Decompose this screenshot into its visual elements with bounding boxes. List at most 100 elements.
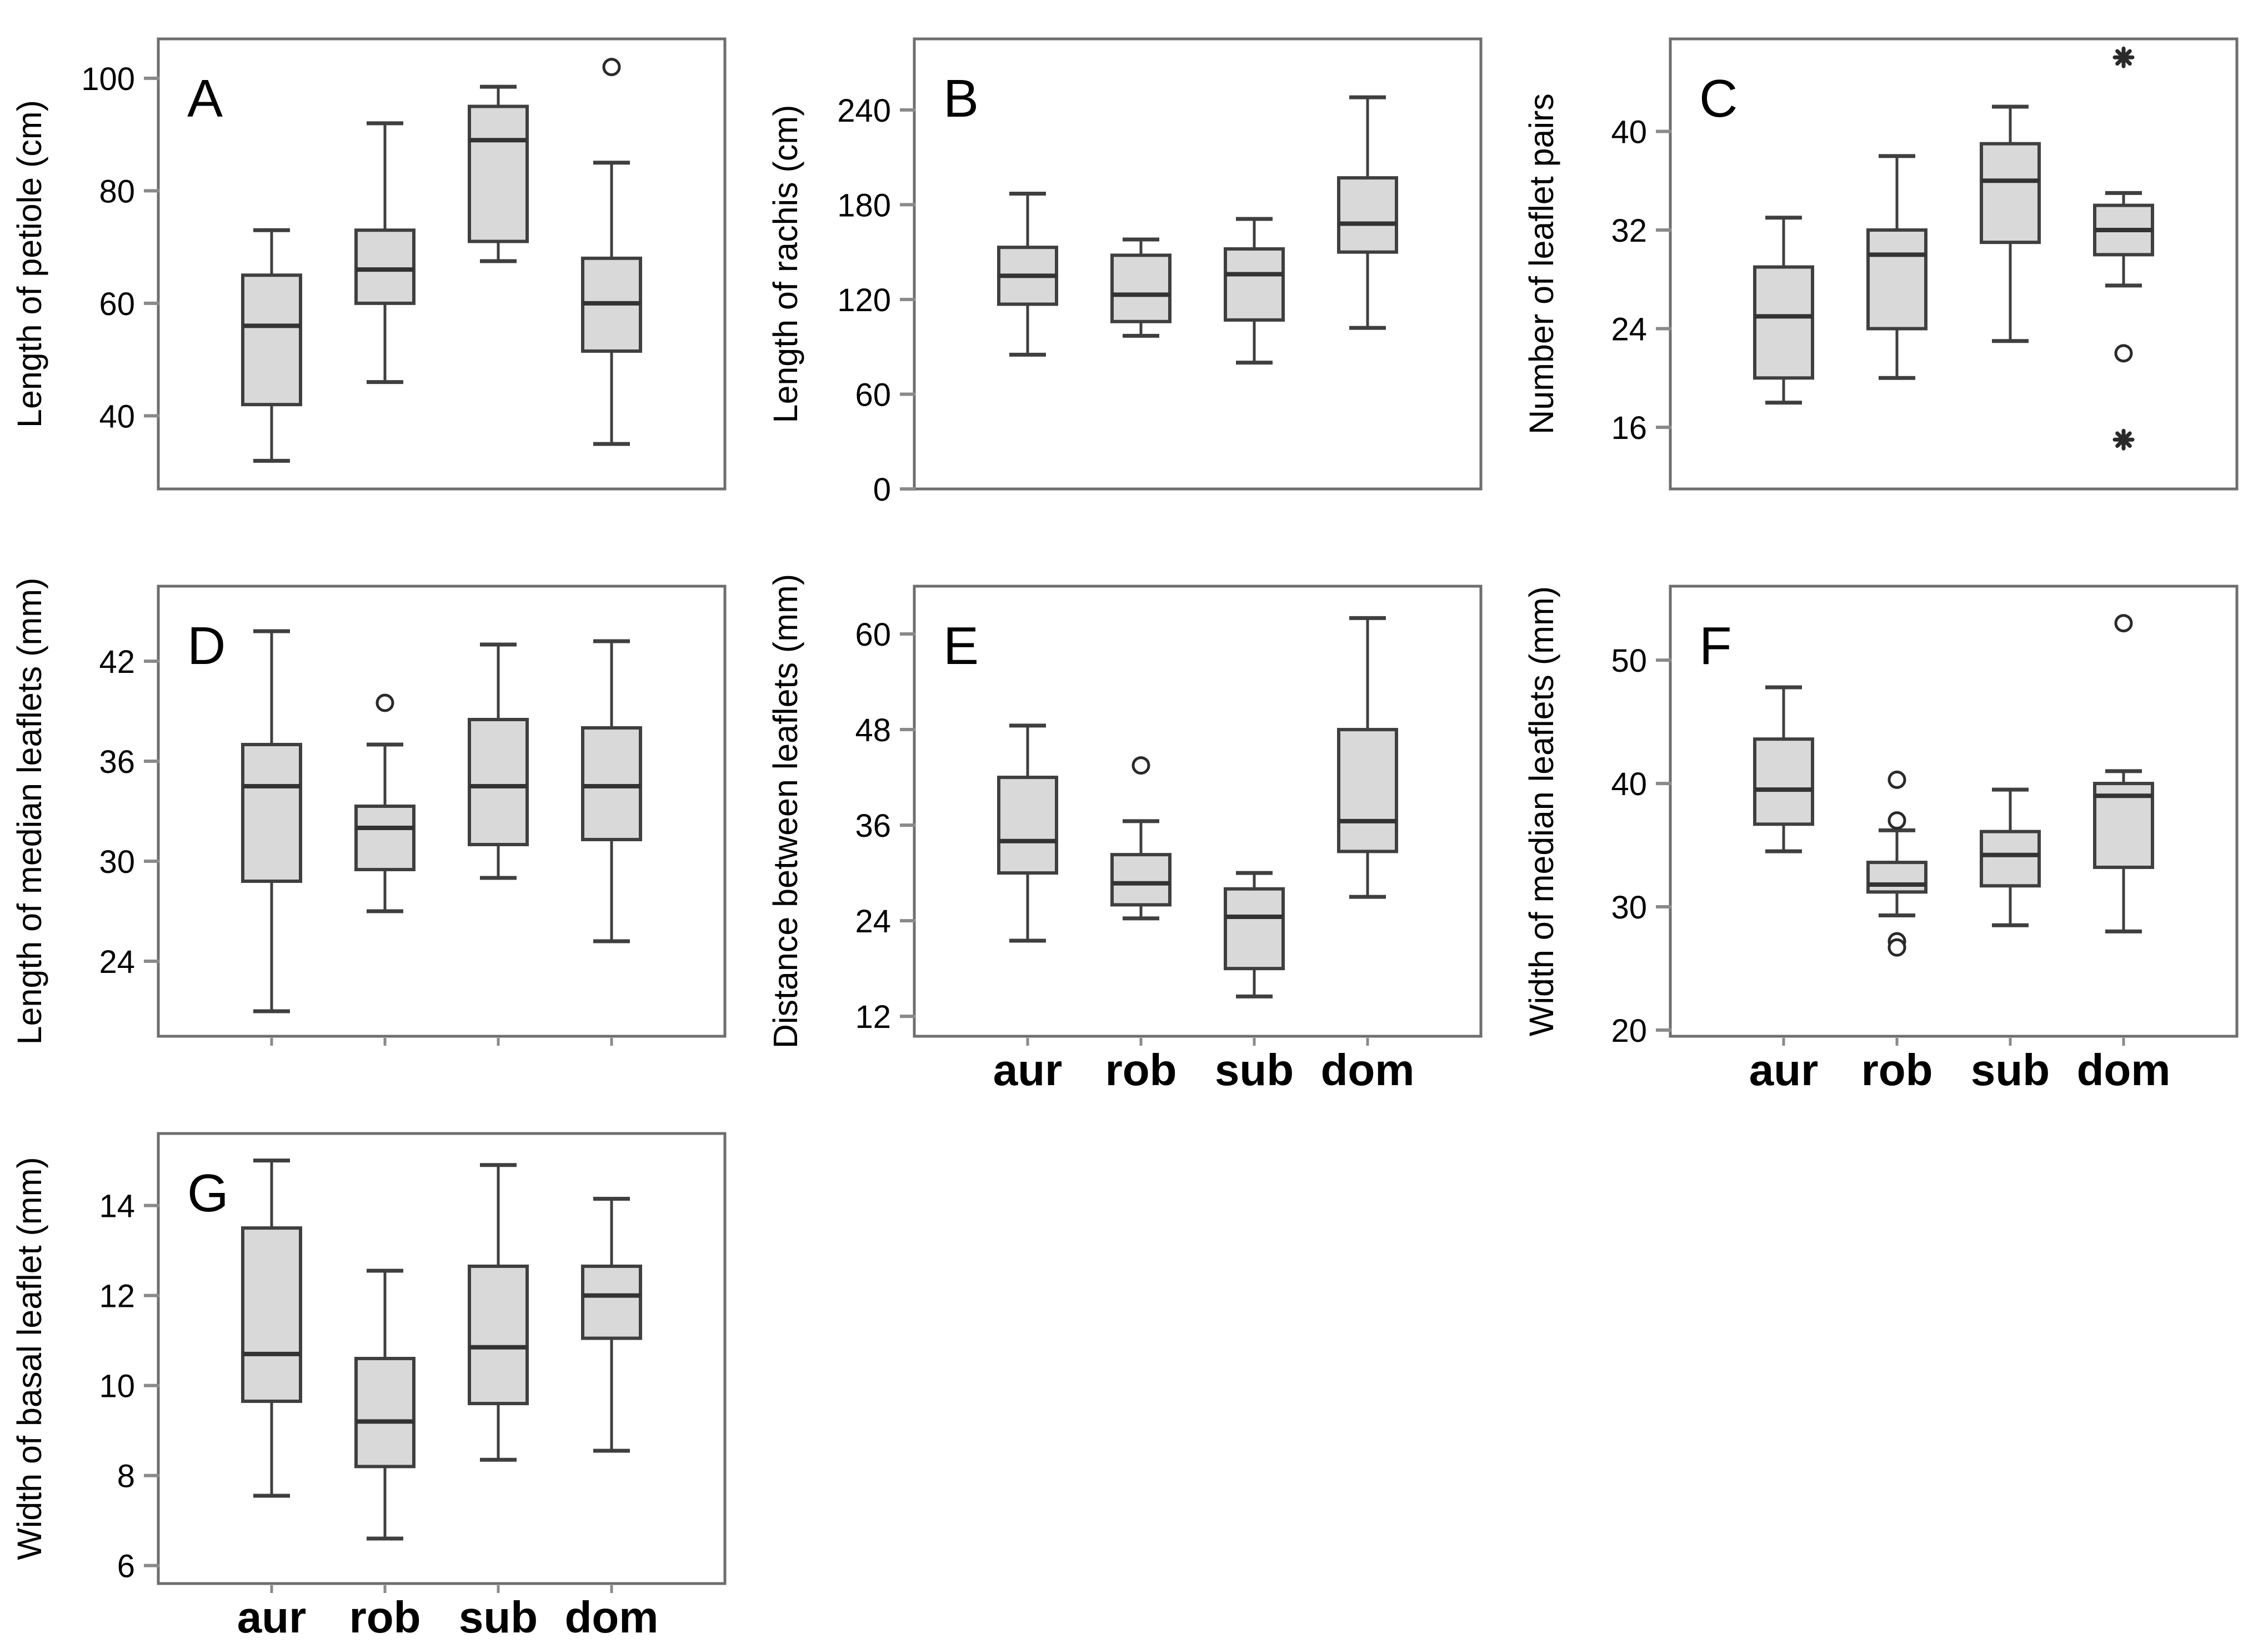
iqr-box — [997, 776, 1058, 875]
panel-E-box-aur: aur — [993, 723, 1063, 1095]
panel-letter: D — [187, 616, 226, 676]
y-tick-label: 120 — [837, 282, 891, 318]
panel-E: 12 24 36 48 60 Distance between leaflets (mm)… — [756, 547, 1512, 1095]
panel-A-box-dom — [581, 58, 642, 446]
panel-B-box-aur — [997, 192, 1058, 357]
panel-F-box-rob: rob — [1861, 770, 1932, 1095]
empty-cell — [1512, 1095, 2268, 1643]
y-tick-label: 30 — [1611, 890, 1647, 926]
panel-D-box-rob — [354, 693, 415, 1046]
plot-frame — [913, 37, 1483, 491]
y-axis-title: Number of leaflet pairs — [1523, 93, 1560, 435]
panel-B-chart: 0 60 120 180 240 Length of rachis (cm) B — [767, 37, 1483, 508]
y-tick-label: 40 — [1611, 766, 1647, 802]
outlier-circle — [1888, 811, 1906, 830]
iqr-box — [1980, 142, 2041, 244]
panel-C-box-rob — [1866, 154, 1927, 380]
panel-B: 0 60 120 180 240 Length of rachis (cm) B — [756, 0, 1512, 547]
x-group-label: rob — [1105, 1045, 1177, 1095]
y-tick-label: 50 — [1611, 643, 1647, 679]
y-tick-label: 24 — [855, 903, 891, 940]
panel-B-box-dom — [1337, 95, 1398, 330]
iqr-box — [241, 273, 302, 407]
outlier-circle — [2114, 614, 2133, 633]
y-tick-label: 10 — [99, 1368, 135, 1404]
iqr-box — [1224, 887, 1285, 971]
x-group-label: sub — [459, 1592, 538, 1642]
panel-E-box-rob: rob — [1105, 756, 1177, 1095]
y-axis-title: Length of petiole (cm) — [11, 100, 48, 428]
panel-D-box-aur — [241, 629, 302, 1046]
panel-E-chart: 12 24 36 48 60 Distance between leaflets (mm)… — [767, 574, 1483, 1095]
plot-frame — [157, 37, 727, 491]
x-group-label: dom — [2077, 1045, 2171, 1095]
y-tick-label: 240 — [837, 93, 891, 129]
panel-D: 24 30 36 42 Length of median leaflets (mm) D — [0, 547, 756, 1095]
y-tick-label: 42 — [99, 644, 135, 680]
panel-letter: B — [943, 69, 979, 128]
panel-D-box-dom — [581, 639, 642, 1046]
y-tick-label: 14 — [99, 1188, 135, 1224]
panel-G-box-sub: sub — [459, 1163, 538, 1642]
panel-C-chart: 16 24 32 40 Number of leaflet pairs C — [1523, 37, 2239, 491]
x-group-label: aur — [237, 1592, 307, 1642]
y-tick-label: 180 — [837, 187, 891, 223]
panel-letter: C — [1699, 69, 1738, 128]
y-tick-label: 100 — [81, 61, 135, 97]
iqr-box — [1110, 253, 1171, 323]
iqr-box — [241, 743, 302, 883]
y-tick-label: 60 — [855, 377, 891, 413]
iqr-box — [581, 726, 642, 841]
y-tick-label: 48 — [855, 712, 891, 748]
panel-C-box-dom — [2093, 46, 2154, 451]
x-group-label: rob — [349, 1592, 421, 1642]
plot-frame — [1669, 585, 2239, 1038]
y-axis-title: Width of median leaflets (mm) — [1523, 586, 1560, 1036]
y-tick-label: 40 — [1611, 114, 1647, 150]
panel-D-box-sub — [468, 642, 529, 1046]
iqr-box — [468, 718, 529, 846]
y-tick-label: 20 — [1611, 1013, 1647, 1049]
panel-B-box-sub — [1224, 217, 1285, 365]
outlier-circle — [376, 693, 394, 712]
outlier-circle — [1888, 938, 1906, 957]
y-axis-title: Distance between leaflets (mm) — [767, 574, 804, 1048]
panel-C-box-aur — [1753, 216, 1814, 405]
iqr-box — [1753, 737, 1814, 826]
x-group-label: sub — [1215, 1045, 1294, 1095]
y-tick-label: 16 — [1611, 410, 1647, 446]
y-tick-label: 12 — [855, 999, 891, 1035]
panel-C: 16 24 32 40 Number of leaflet pairs C — [1512, 0, 2268, 547]
outlier-circle — [1888, 770, 1906, 789]
y-axis-title: Width of basal leaflet (mm) — [11, 1157, 48, 1560]
x-group-label: aur — [993, 1045, 1063, 1095]
iqr-box — [1337, 728, 1398, 853]
panel-E-box-sub: sub — [1215, 871, 1294, 1095]
y-tick-label: 8 — [117, 1458, 135, 1494]
x-group-label: aur — [1749, 1045, 1819, 1095]
panel-F-box-aur: aur — [1749, 685, 1819, 1095]
plot-frame — [157, 585, 727, 1038]
y-tick-label: 24 — [99, 944, 135, 980]
iqr-box — [581, 1264, 642, 1340]
outlier-star — [2112, 46, 2135, 68]
y-tick-label: 12 — [99, 1278, 135, 1314]
iqr-box — [1110, 853, 1171, 907]
panel-A-chart: 40 60 80 100 Length of petiole (cm) A — [11, 37, 727, 491]
panel-F-chart: 20 30 40 50 Width of median leaflets (mm) Fau… — [1523, 585, 2239, 1095]
outlier-circle — [1132, 756, 1150, 775]
y-tick-label: 0 — [873, 472, 891, 508]
empty-cell — [756, 1095, 1512, 1643]
plot-frame — [913, 585, 1483, 1038]
panel-C-box-sub — [1980, 104, 2041, 343]
panel-G-box-aur: aur — [237, 1158, 307, 1642]
outlier-circle — [2114, 344, 2133, 363]
y-tick-label: 32 — [1611, 213, 1647, 249]
y-tick-label: 24 — [1611, 311, 1647, 347]
panel-F-box-dom: dom — [2077, 614, 2171, 1095]
